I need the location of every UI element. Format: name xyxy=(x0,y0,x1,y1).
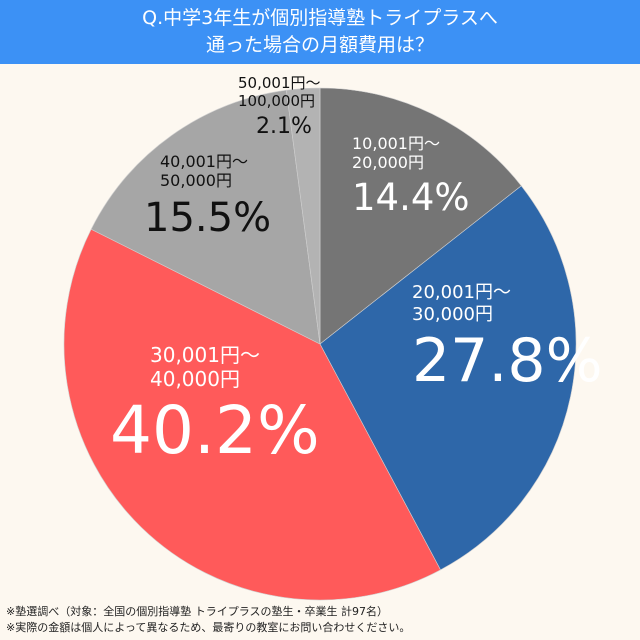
slice-percent: 15.5% xyxy=(144,195,272,242)
slice-label-40001-50000: 40,001円～ 50,000円 15.5% xyxy=(144,152,271,242)
pie-slice xyxy=(285,87,321,345)
slice-percent: 27.8% xyxy=(412,326,603,397)
footnote-source: ※塾選調べ（対象：全国の個別指導塾 トライプラスの塾生・卒業生 計97名） xyxy=(6,605,388,618)
pie-slice xyxy=(90,89,321,345)
slice-label-20001-30000: 20,001円～ 30,000円 27.8% xyxy=(412,282,603,397)
chart-title-line1: Q.中学3年生が個別指導塾トライプラスへ xyxy=(142,7,498,29)
slice-range: 20,001円～ 30,000円 xyxy=(412,282,511,325)
slice-percent: 14.4% xyxy=(352,176,470,220)
chart-title-line2: 通った場合の月額費用は？ xyxy=(205,34,434,56)
pie-slice xyxy=(319,87,522,345)
slice-percent: 40.2% xyxy=(110,392,320,469)
pie-slice xyxy=(319,185,577,571)
slice-range: 10,001円～ 20,000円 xyxy=(352,134,440,173)
slice-range: 50,001円～ 100,000円 xyxy=(238,74,321,110)
slice-percent: 2.1% xyxy=(256,114,312,139)
footnote-disclaimer: ※実際の金額は個人によって異なるため、最寄りの教室にお問い合わせください。 xyxy=(6,621,411,634)
slice-label-10001-20000: 10,001円～ 20,000円 14.4% xyxy=(352,134,470,221)
pie-slice xyxy=(63,228,441,601)
slice-range: 30,001円～ 40,000円 xyxy=(150,343,260,391)
chart-title-banner: Q.中学3年生が個別指導塾トライプラスへ 通った場合の月額費用は？ xyxy=(0,0,640,64)
slice-label-50001-100000: 50,001円～ 100,000円 2.1% xyxy=(238,74,321,140)
footnotes: ※塾選調べ（対象：全国の個別指導塾 トライプラスの塾生・卒業生 計97名） ※実… xyxy=(6,604,410,636)
slice-range: 40,001円～ 50,000円 xyxy=(160,152,248,191)
slice-label-30001-40000: 30,001円～ 40,000円 40.2% xyxy=(110,343,320,470)
